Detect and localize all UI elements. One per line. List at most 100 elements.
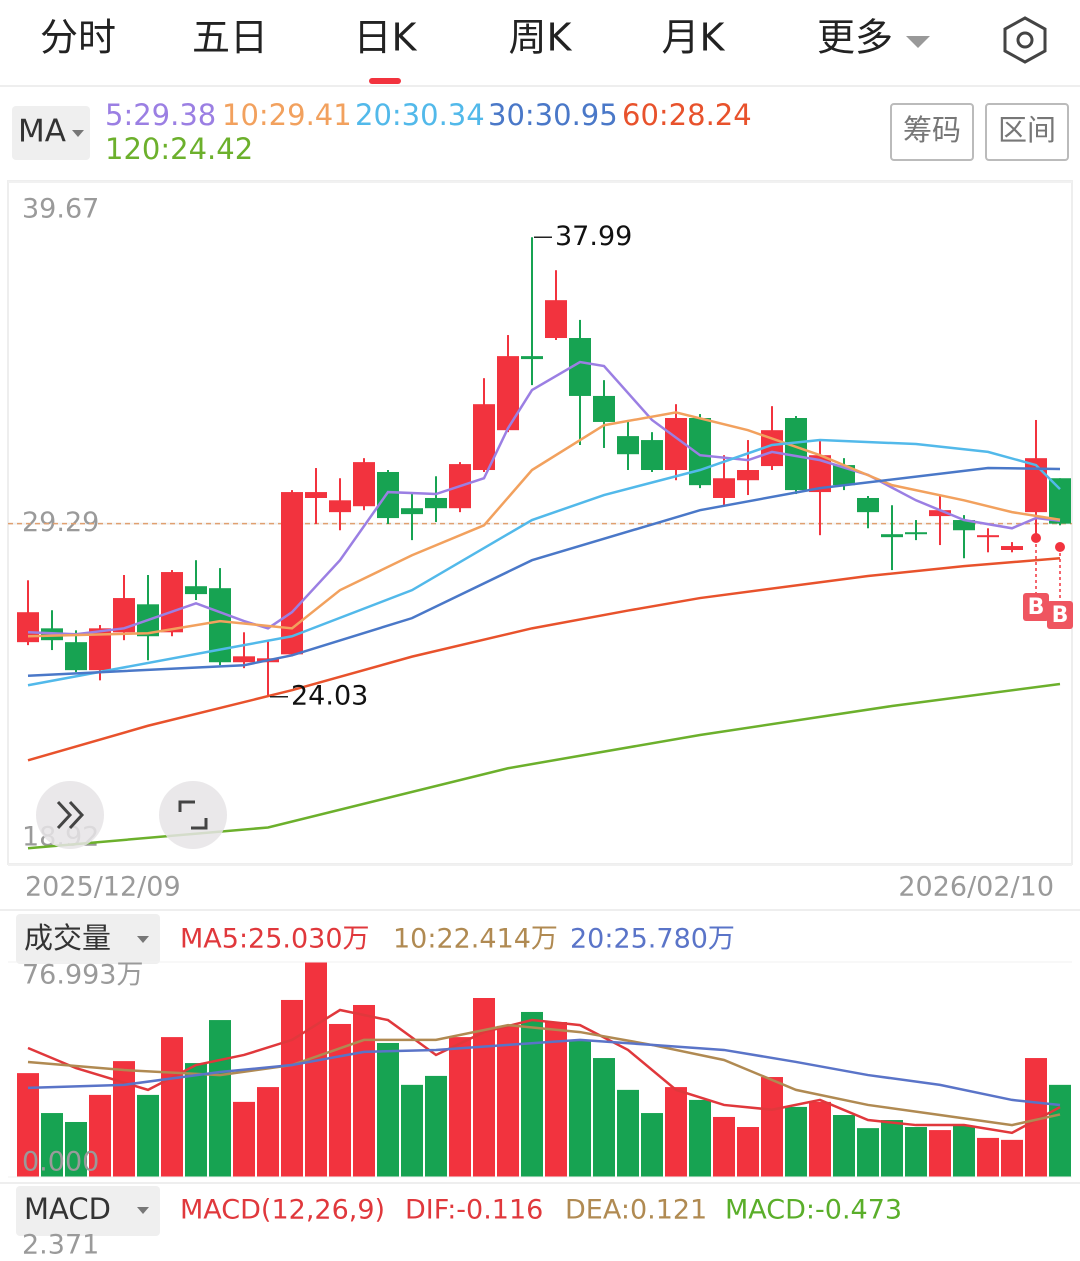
candle-body [1049, 478, 1071, 524]
x-label: 2026/02/10 [898, 872, 1054, 903]
candle-body [641, 440, 663, 471]
ma-legend-entry: 60:28.24 [622, 98, 752, 132]
tab[interactable]: 五日 [192, 16, 268, 60]
fullscreen-circle [159, 781, 227, 849]
fullscreen-button[interactable] [159, 781, 227, 849]
volume-bar [233, 1101, 255, 1177]
candle-body [977, 535, 999, 538]
volume-bar [617, 1089, 639, 1177]
volume-bar [305, 962, 327, 1177]
ma-legend-entry: 20:30.34 [355, 98, 485, 132]
volume-bar [401, 1084, 423, 1177]
volume-bar [881, 1120, 903, 1177]
ma-legend-entry: 120:24.42 [105, 132, 253, 166]
volume-bar [473, 998, 495, 1177]
candle-body [545, 300, 567, 339]
price-chart: 39.6729.2918.9237.9924.03BB2025/12/09202… [8, 181, 1073, 903]
settings-hexagon [1003, 16, 1047, 64]
menu-arrow [137, 1207, 149, 1214]
candle-body [929, 510, 951, 517]
tab[interactable]: 更多 [817, 16, 893, 60]
volume-bar [665, 1087, 687, 1177]
macd-legend-entry: DEA:0.121 [565, 1195, 707, 1226]
chip-button[interactable] [890, 103, 974, 161]
volume-chart: 76.993万 0.000 [8, 960, 1072, 1178]
candle-body [425, 497, 447, 509]
volume-bar [281, 999, 303, 1177]
candle-body [953, 520, 975, 531]
volume-bar [905, 1127, 927, 1177]
volume-bar [329, 1023, 351, 1177]
chip-button-label: 筹码 [903, 113, 961, 147]
candle-body [665, 418, 687, 471]
volume-bar [569, 1039, 591, 1177]
ma-line [27, 682, 1061, 850]
menu-arrow [72, 130, 84, 137]
candle-body [617, 436, 639, 455]
volume-legend: MA5:25.030万 10:22.414万 20:25.780万 [180, 924, 735, 955]
ma-legend: 5:29.38 10:29.41 20:30.34 30:30.95 60:28.24 1… [105, 98, 752, 166]
candle-body [569, 338, 591, 396]
ma-legend-entry: 10:29.41 [222, 98, 352, 132]
volume-bar [713, 1116, 735, 1177]
y-tick-label: 39.67 [22, 194, 99, 225]
candle-body [281, 492, 303, 655]
ma-line [27, 411, 1061, 638]
y-tick-label: 76.993万 [22, 960, 143, 991]
volume-bar [689, 1099, 711, 1177]
volume-legend-entry: 10:22.414万 [393, 924, 558, 955]
volume-bar [209, 1020, 231, 1177]
macd-menu-label: MACD [24, 1192, 111, 1226]
volume-bar [137, 1094, 159, 1177]
candle-body [857, 497, 879, 513]
fullscreen-icon [178, 800, 208, 830]
indicator-menu[interactable] [12, 106, 90, 160]
marker-label: B [1028, 595, 1045, 620]
candle-body [113, 598, 135, 633]
volume-bar [641, 1113, 663, 1177]
candle-body [65, 642, 87, 671]
candle-body [329, 500, 351, 513]
expand-button[interactable] [36, 781, 104, 849]
volume-menu[interactable] [16, 914, 160, 964]
tab[interactable]: 月K [662, 16, 726, 60]
ma-line [27, 466, 1061, 677]
macd-legend: MACD(12,26,9) DIF:-0.116 DEA:0.121 MACD:-0.… [180, 1195, 902, 1226]
macd-menu[interactable] [16, 1186, 160, 1236]
range-button[interactable] [985, 103, 1069, 161]
volume-bar [737, 1127, 759, 1177]
tab[interactable]: 日K [354, 16, 418, 60]
marker-box [1047, 601, 1073, 629]
volume-bar [377, 1042, 399, 1177]
volume-bar [449, 1037, 471, 1177]
volume-bar [1001, 1139, 1023, 1177]
candle-body [377, 471, 399, 519]
expand-icon [56, 800, 85, 830]
ma-legend-entry: 30:30.95 [488, 98, 618, 132]
volume-bar [65, 1121, 87, 1177]
candle-body [209, 588, 231, 663]
candle-body [737, 470, 759, 481]
volume-bar [857, 1128, 879, 1177]
candle-body [809, 455, 831, 493]
volume-legend-entry: MA5:25.030万 [180, 924, 370, 955]
ma-line [27, 1023, 1061, 1127]
candle-body [521, 356, 543, 360]
candle-body [881, 534, 903, 538]
ma-line [27, 438, 1061, 687]
candle-body [89, 628, 111, 671]
annotation-label: 37.99 [555, 221, 632, 252]
volume-bar [545, 1022, 567, 1177]
tab[interactable]: 周K [509, 16, 573, 60]
settings-icon[interactable] [1003, 16, 1047, 64]
volume-bar [1025, 1058, 1047, 1177]
range-button-label: 区间 [998, 113, 1056, 147]
tab[interactable]: 分时 [40, 16, 116, 60]
volume-bar [953, 1125, 975, 1177]
tab-bar: 分时 五日 日K 周K 月K 更多 [40, 16, 893, 84]
volume-bar [113, 1061, 135, 1177]
candle-body [353, 462, 375, 507]
volume-bar [89, 1094, 111, 1177]
candle-body [401, 508, 423, 515]
